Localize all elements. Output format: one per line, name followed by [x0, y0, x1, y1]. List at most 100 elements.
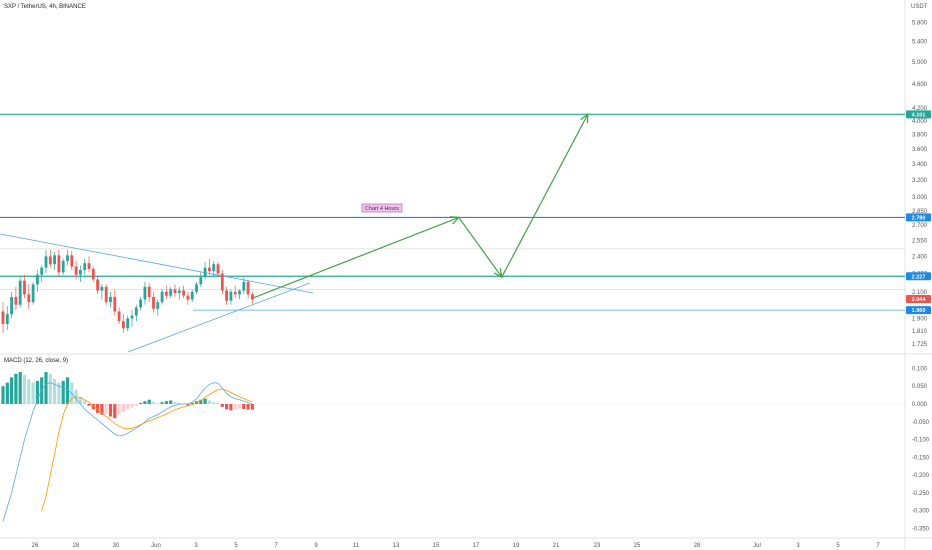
arrowhead-1: [449, 216, 461, 225]
candle-body: [139, 299, 142, 308]
forecast-arrow[interactable]: [252, 113, 589, 299]
price-tick-label: 4.600: [912, 82, 928, 88]
candle-body: [208, 267, 211, 272]
macd-histogram-bar: [207, 400, 211, 404]
price-tick-label: 1.810: [912, 329, 928, 335]
macd-histogram-bar: [156, 403, 160, 404]
macd-histogram-bar: [87, 404, 91, 406]
trend-lines[interactable]: [0, 233, 314, 353]
price-tick-label: 4.200: [912, 106, 928, 112]
time-tick-label: 5: [836, 543, 840, 549]
candle-body: [147, 286, 151, 297]
annotation-box[interactable]: [361, 203, 403, 213]
macd-histogram-bar: [108, 404, 113, 417]
candle-body: [152, 296, 155, 309]
time-tick-label: 21: [553, 543, 560, 549]
price-tick-label: 2.850: [912, 209, 928, 215]
macd-histogram-bar: [31, 382, 35, 404]
price-tick-label: 5.400: [912, 39, 928, 45]
macd-histogram-bar: [212, 402, 216, 404]
macd-histogram-bar: [91, 404, 95, 410]
candle-body: [195, 284, 198, 292]
candle-body: [31, 284, 35, 303]
time-tick-label: 28: [694, 543, 701, 549]
macd-tick-label: -0.200: [912, 473, 930, 479]
candle-body: [5, 314, 9, 325]
price-tick-label: 3.000: [912, 195, 928, 201]
macd-histogram-bar: [65, 377, 70, 404]
macd-tick-label: -0.050: [912, 420, 930, 426]
macd-histogram-bar: [61, 380, 65, 404]
time-tick-label: 26: [32, 543, 39, 549]
candle-body: [87, 263, 91, 269]
price-tag-label: 1.960: [912, 308, 926, 314]
candle-body: [57, 255, 61, 273]
time-tick-label: 3: [796, 543, 800, 549]
macd-tick-label: 0.000: [912, 402, 928, 408]
macd-tick-label: 0.050: [912, 384, 928, 390]
macd-histogram-bar: [117, 404, 121, 415]
candle-body: [96, 279, 99, 291]
candle-body: [70, 255, 74, 267]
time-tick-label: 25: [634, 543, 641, 549]
macd-line: [2, 382, 253, 522]
macd-histogram-bar: [229, 404, 233, 411]
price-tag-label: 2.780: [912, 215, 926, 221]
price-tag: [906, 213, 931, 222]
time-tick-label: 5: [234, 543, 238, 549]
macd-histogram-bar: [199, 399, 203, 404]
candle-body: [66, 255, 69, 261]
price-tag: [906, 294, 931, 303]
time-tick-label: 7: [274, 543, 278, 549]
price-tag-label: 2.227: [912, 274, 926, 280]
macd-histogram-bar: [246, 404, 250, 410]
time-axis[interactable]: 26 28 30 Jun 3 5 7 9 11 13 15 17 19 21 23 25 28 Jul 3 5 7: [32, 543, 881, 549]
price-tag: [906, 272, 931, 281]
macd-histogram-bar: [220, 404, 224, 407]
time-tick-label: Jul: [753, 543, 761, 549]
macd-histogram-bar: [233, 404, 237, 410]
time-tick-label: 7: [876, 543, 880, 549]
macd-histogram-bar: [48, 373, 52, 404]
time-tick-label: 13: [393, 543, 400, 549]
macd-histogram-bar: [22, 374, 27, 404]
candle-body: [27, 294, 31, 303]
macd-histogram-bar: [18, 371, 22, 404]
candle-body: [225, 290, 228, 301]
macd-histogram-bar: [203, 398, 207, 404]
macd-histogram-bar: [5, 382, 9, 404]
candle-body: [79, 270, 82, 275]
macd-tick-label: 0.100: [912, 366, 928, 372]
ascending-trend-line[interactable]: [127, 282, 311, 353]
candle-body: [109, 296, 112, 303]
price-tag-label: 2.044: [912, 297, 927, 303]
macd-pane: [0, 371, 905, 522]
time-tick-label: 15: [433, 543, 440, 549]
macd-histogram-bar: [143, 401, 147, 404]
price-axis[interactable]: 5.800 5.400 5.000 4.600 4.200 4.000 3.800 3.600…: [912, 20, 930, 532]
macd-histogram-bar: [190, 402, 194, 404]
candle-body: [216, 264, 220, 274]
forecast-path[interactable]: [252, 114, 589, 299]
candle-body: [190, 291, 194, 300]
candle-body: [160, 291, 164, 303]
price-tag: [906, 110, 931, 119]
candles: [1, 249, 254, 333]
price-tick-label: 3.200: [912, 178, 928, 184]
descending-trend-line[interactable]: [0, 233, 314, 294]
candle-body: [91, 268, 95, 280]
candle-body: [229, 291, 233, 301]
candle-body: [10, 296, 13, 315]
price-tick-label: 3.600: [912, 147, 928, 153]
time-tick-label: 30: [113, 543, 120, 549]
macd-histogram-bar: [169, 400, 173, 404]
candle-body: [122, 321, 125, 329]
price-tick-label: 4.000: [912, 119, 928, 125]
candle-body: [220, 273, 224, 291]
candle-body: [203, 267, 207, 278]
macd-histogram-bar: [250, 404, 254, 410]
macd-histogram-bar: [225, 404, 229, 410]
candle-body: [53, 255, 56, 265]
